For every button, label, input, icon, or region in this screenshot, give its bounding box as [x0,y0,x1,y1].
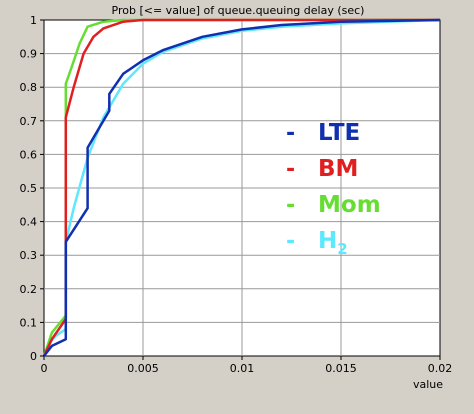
y-tick-label-0: 0 [30,350,37,363]
legend-swatch-h: - [286,229,295,254]
y-tick-label-10: 1 [30,14,37,27]
x-tick-label-4: 0.02 [428,362,453,375]
y-tick-label-7: 0.7 [20,115,38,128]
y-tick-label-9: 0.9 [20,48,38,61]
legend-label-h: H2 [318,228,348,258]
series-line-mom [42,18,440,357]
legend-swatch-lte: - [286,121,295,146]
x-tick-label-1: 0.005 [127,362,159,375]
chart-title: Prob [<= value] of queue.queuing delay (… [112,4,365,17]
legend-label-bm: BM [318,156,358,182]
y-tick-label-2: 0.2 [20,283,38,296]
legend: - LTE- BM- Mom- H2 [286,120,381,258]
legend-swatch-bm: - [286,157,295,182]
legend-label-mom: Mom [318,192,381,218]
y-tick-label-6: 0.6 [20,148,38,161]
x-tick-label-2: 0.01 [230,362,255,375]
y-tick-label-3: 0.3 [20,249,38,262]
legend-label-lte: LTE [318,120,360,146]
legend-swatch-mom: - [286,193,295,218]
x-axis-ticks: 0 0.005 0.01 0.015 0.02 [41,356,453,375]
series-lines [42,18,441,357]
y-tick-label-1: 0.1 [20,316,38,329]
y-tick-label-8: 0.8 [20,81,38,94]
series-line-h [42,18,441,357]
series-line-lte [43,18,441,357]
series-line-bm [42,18,440,357]
y-tick-label-4: 0.4 [20,216,38,229]
x-tick-label-3: 0.015 [325,362,357,375]
y-axis-ticks: 0 0.1 0.2 0.3 0.4 0.5 0.6 0.7 0.8 0.9 1 [20,14,44,363]
x-tick-label-0: 0 [41,362,48,375]
legend-subscript-h: 2 [337,240,347,258]
grid-lines [44,20,440,356]
y-tick-label-5: 0.5 [20,182,38,195]
x-axis-label: value [413,378,443,391]
